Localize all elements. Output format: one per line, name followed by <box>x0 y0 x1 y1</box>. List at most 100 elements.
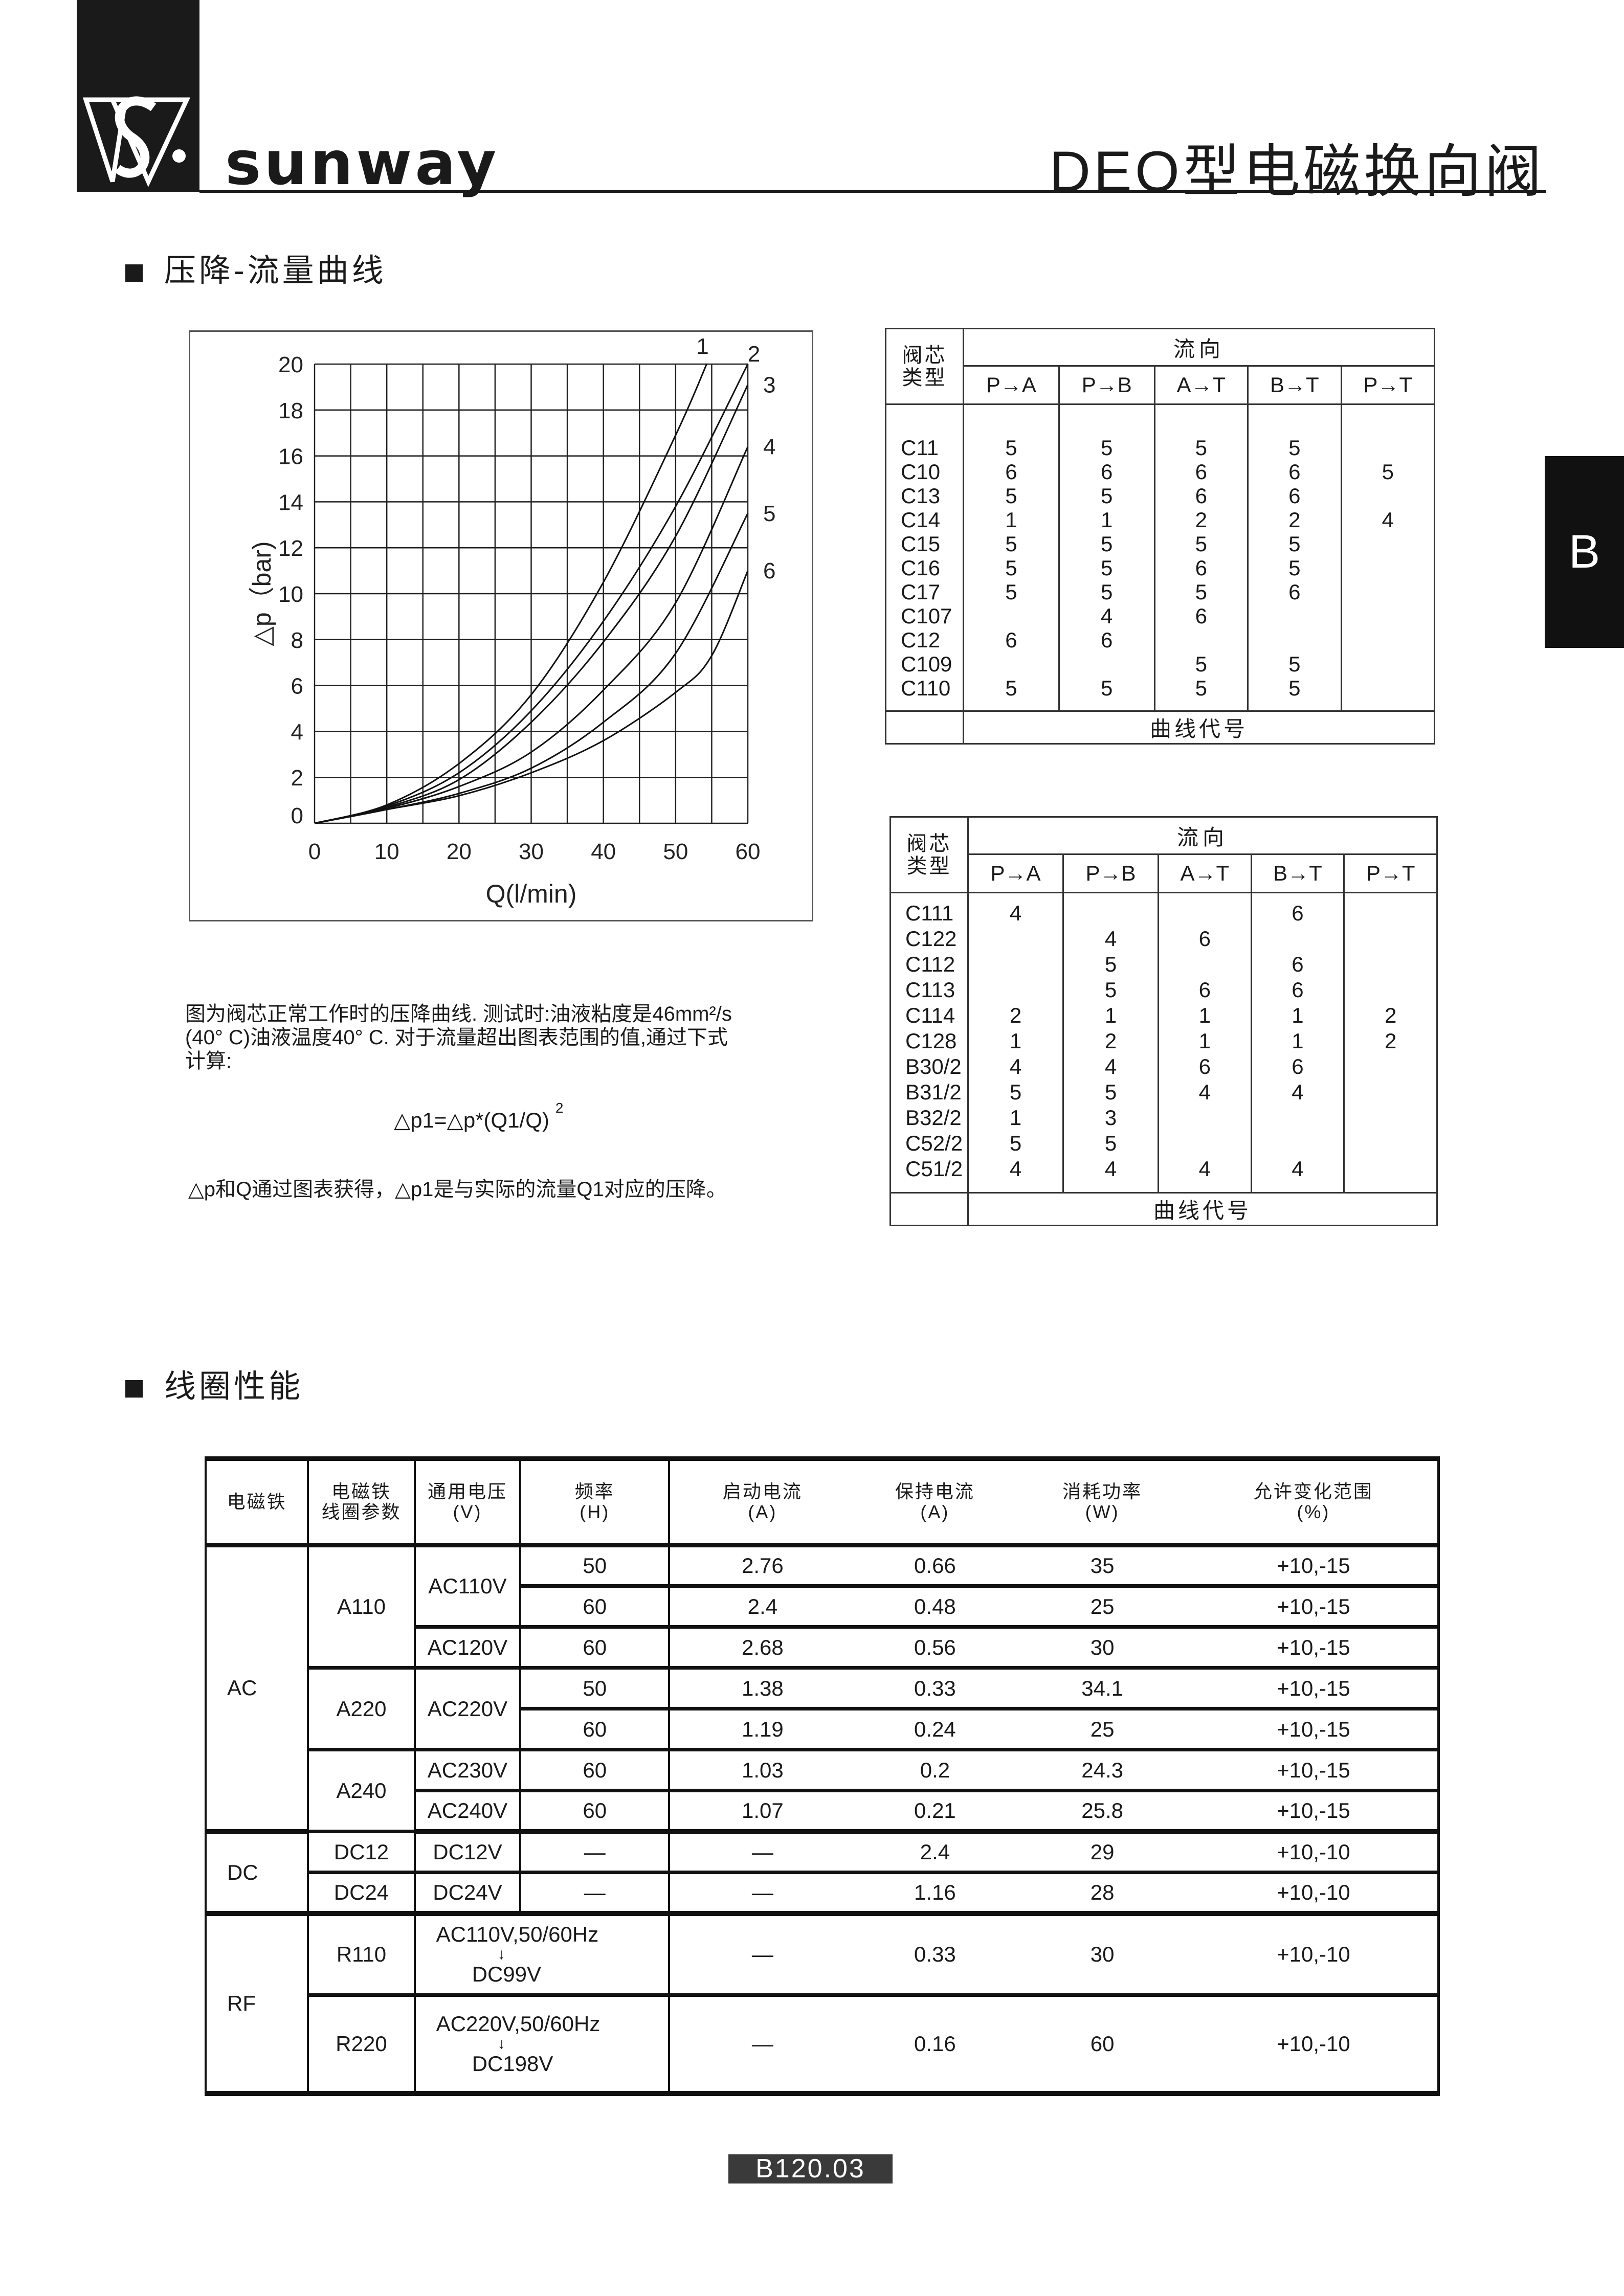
curve-code: 5 <box>1195 580 1208 604</box>
power-consumption: 25 <box>1015 1708 1190 1751</box>
voltage: AC240V <box>413 1790 522 1834</box>
allowed-variation: +10,-10 <box>1189 1995 1440 2096</box>
curve-6 <box>314 570 749 824</box>
curve-code: 4 <box>1292 1157 1304 1181</box>
voltage: AC220V,50/60Hz ↓ DC198V <box>413 1995 671 2096</box>
voltage-ac: AC220V,50/60Hz <box>436 2011 600 2036</box>
starting-current: — <box>668 1913 855 1997</box>
curve-code: 4 <box>1009 1157 1022 1181</box>
spool-type: C107 <box>901 604 952 628</box>
magnet-type: RF <box>204 1913 309 2096</box>
allowed-variation: +10,-15 <box>1189 1708 1440 1751</box>
starting-current: 1.03 <box>668 1749 855 1792</box>
x-axis-label: Q(l/min) <box>486 880 577 908</box>
coil-param: A220 <box>307 1668 416 1751</box>
voltage-ac: AC110V,50/60Hz <box>436 1922 599 1947</box>
curve-code: 4 <box>1101 604 1113 628</box>
table-body-row: C111 C122 C112 C113 C114 C128 B30/2 B31/2 B32/2 C… <box>889 892 1438 1194</box>
curve-code: 5 <box>1005 484 1017 508</box>
curve-code <box>969 952 1062 977</box>
spool-type: C109 <box>901 652 952 676</box>
power-consumption: 30 <box>1015 1913 1190 1997</box>
curve-code <box>1159 901 1251 926</box>
column-header: 电磁铁 <box>204 1456 309 1547</box>
holding-current: 0.33 <box>855 1668 1015 1710</box>
spool-type: C51/2 <box>905 1157 963 1181</box>
power-consumption: 25 <box>1015 1586 1190 1629</box>
starting-current: 2.68 <box>668 1627 855 1670</box>
coil-param: DC12 <box>307 1831 416 1874</box>
curve-code: 2 <box>1009 1003 1022 1027</box>
curve-code: 4 <box>1104 1054 1117 1078</box>
curve-code <box>1345 1105 1436 1131</box>
curve-code <box>1159 1105 1251 1131</box>
page-number: B120.03 <box>728 2154 893 2184</box>
coil-row: RF R110 AC110V,50/60Hz ↓ DC99V —0.33 30 +10,-10 <box>204 1913 1440 2096</box>
spool-type: C52/2 <box>905 1131 963 1155</box>
spool-type-header-text: 阀芯类型 <box>906 832 952 877</box>
y-tick-label: 20 <box>278 352 303 377</box>
note-line: 图为阀芯正常工作时的压降曲线. 测试时:油液粘度是46mm²/s <box>185 1003 732 1025</box>
y-axis-label: △p（bar) <box>248 541 276 646</box>
curve-code: 5 <box>1288 436 1301 460</box>
column-header: 允许变化范围 (%) <box>1189 1456 1440 1547</box>
coil-param: A110 <box>307 1545 416 1670</box>
curve-code <box>1342 532 1434 556</box>
note-line: 计算: <box>185 1050 232 1072</box>
curve-code: 5 <box>1009 1080 1022 1104</box>
spool-type: C111 <box>905 901 954 925</box>
coil-header-row: 电磁铁 电磁铁 线圈参数 通用电压 (V) 频率 (H) 启动电流 (A) 保持电流 (A) 消耗功率… <box>204 1456 1440 1547</box>
allowed-variation: +10,-15 <box>1189 1545 1440 1588</box>
column-header: 消耗功率 (W) <box>1015 1456 1190 1547</box>
column-header-text: 电磁铁 <box>331 1481 391 1502</box>
curve-code: 4 <box>1292 1080 1304 1104</box>
curve-code: 1 <box>1101 508 1113 532</box>
header-row: 阀芯类型 流向 <box>885 328 1435 405</box>
direction-header: P→B <box>1062 853 1159 893</box>
allowed-variation: +10,-15 <box>1189 1586 1440 1629</box>
curve-code: 4 <box>1104 927 1117 951</box>
spool-type: C110 <box>901 676 951 700</box>
coil-row: AC240V 60 1.07 0.21 25.8 +10,-15 <box>206 1790 1440 1834</box>
curve-code: 6 <box>1288 484 1301 508</box>
curve-code <box>1342 628 1434 652</box>
power-consumption: 60 <box>1015 1995 1190 2096</box>
direction-header: P→T <box>1343 853 1438 893</box>
curve-code: 1 <box>1104 1003 1117 1027</box>
curve-code: 3 <box>1104 1106 1117 1130</box>
spool-type: C122 <box>905 927 957 951</box>
frequency: 50 <box>519 1545 671 1588</box>
coil-row: 60 1.19 0.24 25 +10,-15 <box>206 1708 1440 1751</box>
curve-code <box>1342 604 1434 628</box>
curve-code: 5 <box>1195 652 1208 676</box>
magnet-type: AC <box>204 1545 309 1834</box>
coil-param: DC24 <box>307 1872 416 1916</box>
pressure-formula: △p1=△p*(Q1/Q) 2 <box>394 1100 563 1133</box>
y-tick-label: 14 <box>278 490 303 515</box>
curve-code <box>1342 676 1434 700</box>
curve-code: 5 <box>1288 652 1301 676</box>
column-header-text: 线圈参数 <box>321 1501 402 1522</box>
section-heading-text: 压降-流量曲线 <box>164 253 387 288</box>
y-tick-label: 10 <box>278 582 303 607</box>
curve-code <box>1249 628 1340 652</box>
curve-code: 6 <box>1292 1054 1304 1078</box>
direction-header: P→A <box>963 365 1060 405</box>
curve-code: 6 <box>1005 628 1017 652</box>
y-tick-label: 0 <box>291 803 303 828</box>
spool-curve-table-1: 阀芯类型 流向 P→A P→B A→T B→T P→T C11 C10 C13 C14 C15 C16 C… <box>885 328 1436 745</box>
voltage: AC120V <box>413 1627 522 1670</box>
power-consumption: 24.3 <box>1015 1749 1190 1792</box>
power-consumption: 25.8 <box>1015 1790 1190 1834</box>
curve-code <box>1345 926 1436 952</box>
spool-type: C17 <box>901 580 941 604</box>
curve-code <box>1252 926 1344 952</box>
x-tick-label: 60 <box>736 839 761 864</box>
curve-code: 5 <box>1009 1131 1022 1155</box>
spool-type-header: 阀芯类型 <box>885 328 964 405</box>
curve-code: 1 <box>1005 508 1017 532</box>
voltage: AC110V <box>413 1545 522 1629</box>
